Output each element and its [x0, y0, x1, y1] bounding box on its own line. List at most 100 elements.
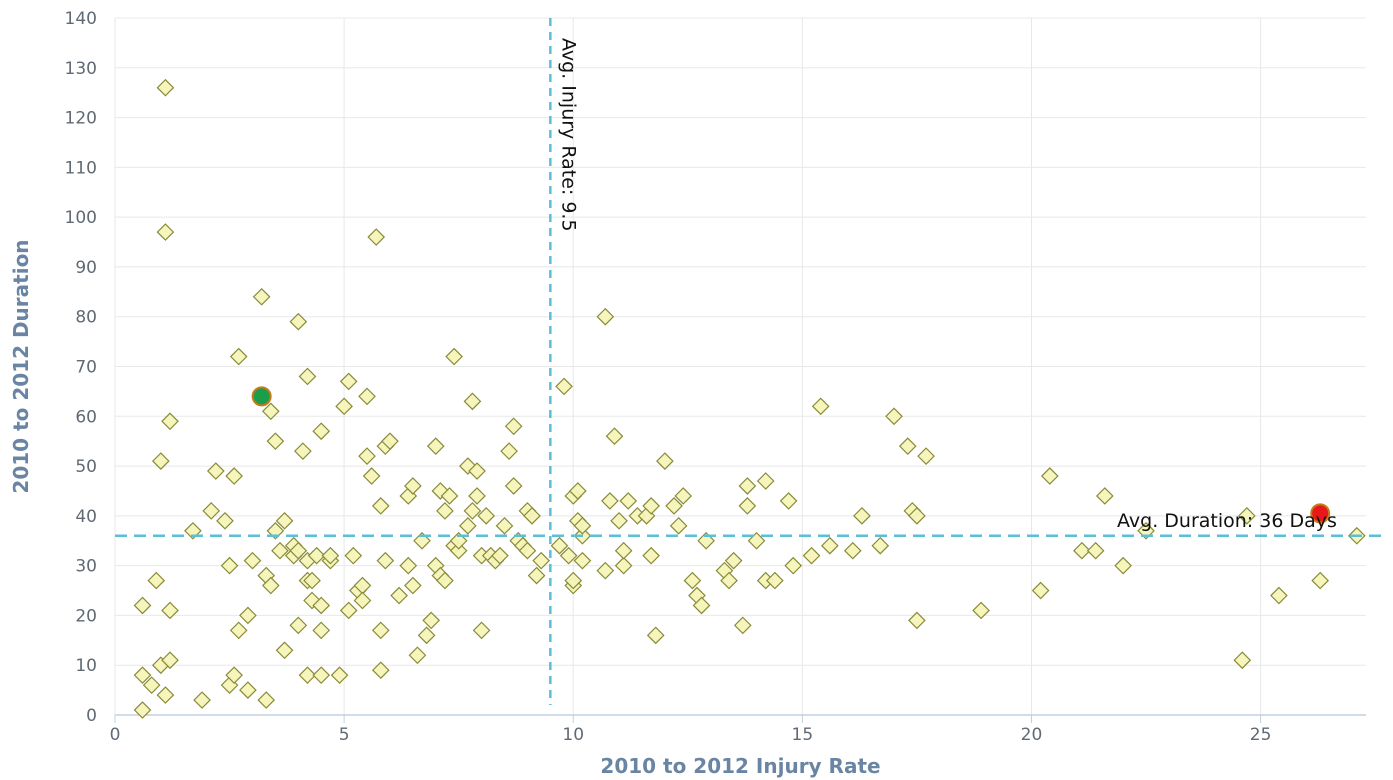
data-point: [353, 591, 372, 610]
data-point: [261, 576, 280, 595]
data-point: [289, 312, 308, 331]
data-point: [275, 641, 294, 660]
data-point: [298, 367, 317, 386]
y-tick-label: 60: [75, 407, 97, 427]
data-point: [289, 616, 308, 635]
data-point: [220, 556, 239, 575]
data-point: [133, 596, 152, 615]
y-tick-label: 80: [75, 308, 97, 328]
data-point: [445, 347, 463, 366]
data-point: [573, 551, 592, 570]
data-point: [261, 402, 280, 421]
y-tick-label: 70: [75, 358, 97, 378]
data-point: [1031, 581, 1050, 600]
data-point: [156, 78, 175, 97]
data-point: [697, 531, 715, 550]
data-point: [500, 442, 518, 460]
data-point: [321, 546, 340, 565]
data-point: [344, 546, 363, 565]
data-point: [206, 462, 225, 480]
data-point: [229, 621, 248, 640]
data-point: [518, 541, 537, 560]
reference-lines: [115, 18, 1386, 705]
data-point: [371, 661, 390, 680]
avg-injury-rate-label: Avg. Injury Rate: 9.5: [557, 38, 579, 232]
data-point: [303, 591, 321, 610]
data-point: [362, 467, 381, 485]
data-point: [843, 541, 862, 560]
data-point: [239, 606, 257, 625]
x-axis-title: 2010 to 2012 Injury Rate: [600, 754, 880, 778]
data-point: [371, 621, 390, 640]
y-tick-label: 0: [86, 706, 97, 726]
data-point: [298, 666, 317, 685]
data-point: [972, 601, 990, 620]
data-point: [532, 551, 551, 570]
x-tick-label: 25: [1250, 725, 1272, 745]
highlight-point-high: [1310, 503, 1331, 524]
data-point: [610, 511, 628, 530]
data-point: [523, 507, 541, 525]
data-point: [504, 417, 523, 436]
data-point: [573, 516, 592, 535]
data-point: [665, 497, 683, 515]
data-point: [252, 287, 271, 306]
data-point: [674, 487, 693, 505]
data-point: [431, 482, 450, 500]
data-point: [504, 477, 523, 495]
data-point: [568, 482, 587, 500]
data-point: [555, 377, 573, 396]
avg-duration-label: Avg. Duration: 36 Days: [1117, 510, 1337, 532]
highlight-points: [251, 386, 1331, 524]
data-point: [756, 472, 775, 490]
x-tick-label: 20: [1021, 725, 1043, 745]
x-tick-label: 10: [562, 725, 584, 745]
data-point: [307, 546, 326, 565]
data-point: [477, 507, 496, 525]
data-point: [669, 516, 688, 535]
data-point: [225, 666, 243, 685]
data-point: [1073, 541, 1091, 560]
data-point: [335, 397, 353, 416]
data-point: [468, 462, 486, 480]
y-tick-label: 110: [65, 158, 97, 178]
data-point: [472, 621, 491, 640]
data-point: [720, 571, 738, 590]
data-point: [133, 666, 152, 685]
data-point: [413, 531, 431, 550]
data-point: [596, 307, 615, 326]
data-point: [193, 691, 211, 709]
highlight-point-low: [251, 386, 272, 407]
data-point: [404, 477, 422, 495]
data-point: [390, 586, 408, 605]
data-point: [559, 546, 578, 565]
data-point: [564, 571, 583, 590]
data-point: [724, 551, 743, 570]
data-point: [266, 432, 285, 451]
data-point: [1095, 487, 1114, 505]
data-point: [436, 502, 454, 520]
data-point: [898, 437, 917, 456]
data-point: [216, 511, 234, 530]
data-point: [436, 571, 454, 590]
y-tick-label: 130: [65, 59, 97, 79]
data-point: [358, 387, 376, 406]
data-point: [358, 447, 376, 465]
data-point: [257, 691, 276, 709]
data-point: [133, 701, 152, 719]
data-point: [156, 223, 175, 241]
data-point: [339, 372, 358, 391]
grid: [114, 17, 1366, 716]
data-point: [614, 541, 633, 560]
data-point: [1114, 556, 1132, 575]
data-point: [458, 516, 477, 535]
data-point: [303, 571, 321, 590]
data-point: [381, 432, 399, 451]
data-point: [229, 347, 248, 366]
data-point: [733, 616, 752, 635]
data-points: [133, 78, 1366, 719]
y-tick-label: 20: [75, 606, 97, 626]
data-point: [491, 546, 509, 565]
data-point: [527, 566, 546, 585]
